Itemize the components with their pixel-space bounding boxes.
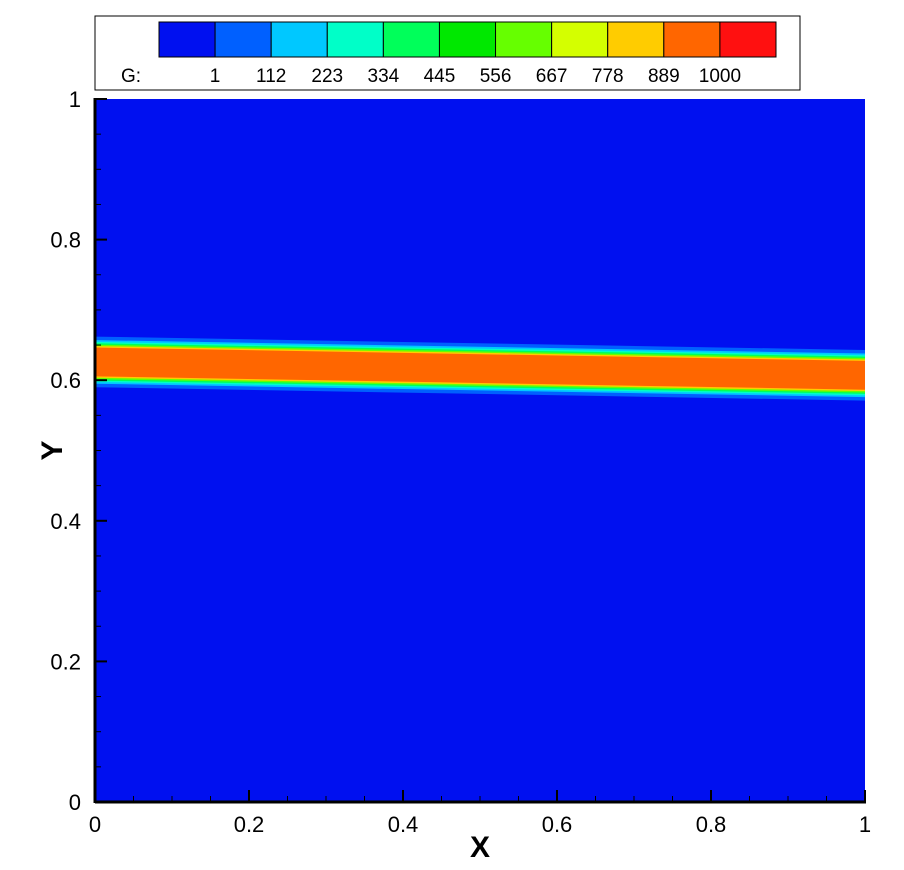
legend-swatch [607,21,665,58]
legend-swatch [438,21,497,58]
x-tick-label: 0 [89,812,101,837]
y-tick-label: 0.2 [50,649,81,674]
x-tick-label: 0.6 [542,812,573,837]
legend-level-label: 667 [536,66,568,87]
contour-band-core [95,347,865,390]
legend-level-label: 1000 [699,66,741,87]
legend-swatch [158,21,216,58]
y-tick-label: 0 [69,790,81,815]
y-tick-label: 0.6 [50,368,81,393]
legend-level-label: 112 [256,66,286,87]
legend-level-label: 889 [648,66,680,87]
legend-level-label: 445 [424,66,456,87]
y-tick-label: 1 [69,87,81,112]
legend-swatch [663,21,721,58]
legend-swatch [382,21,440,58]
x-tick-label: 1 [859,812,871,837]
legend-swatch [495,21,553,58]
legend-swatch [551,21,609,58]
plot-area [95,99,865,802]
legend-swatch [214,21,272,58]
x-tick-label: 0.4 [388,812,419,837]
legend-swatch [719,21,777,58]
y-axis-label: Y [36,440,69,460]
legend-level-label: 1 [210,66,221,87]
x-axis-label: X [470,831,490,864]
legend-level-label: 334 [368,66,400,87]
legend-level-label: 556 [480,66,512,87]
contour-background [95,99,865,802]
legend-swatch [326,21,384,58]
legend-swatch [270,21,328,58]
y-tick-label: 0.8 [50,228,81,253]
color-legend: G: 1 112 223 334 445 556 667 778 889 1000 [94,15,801,91]
y-tick-label: 0.4 [50,509,81,534]
x-tick-label: 0.2 [234,812,265,837]
legend-level-label: 778 [592,66,624,87]
legend-level-label: 223 [311,66,343,87]
legend-title: G: [121,66,141,87]
axes: 0 0.2 0.4 0.6 0.8 1 0 0.2 0.4 0.6 0.8 1 X Y [36,87,871,864]
x-tick-label: 0.8 [696,812,727,837]
